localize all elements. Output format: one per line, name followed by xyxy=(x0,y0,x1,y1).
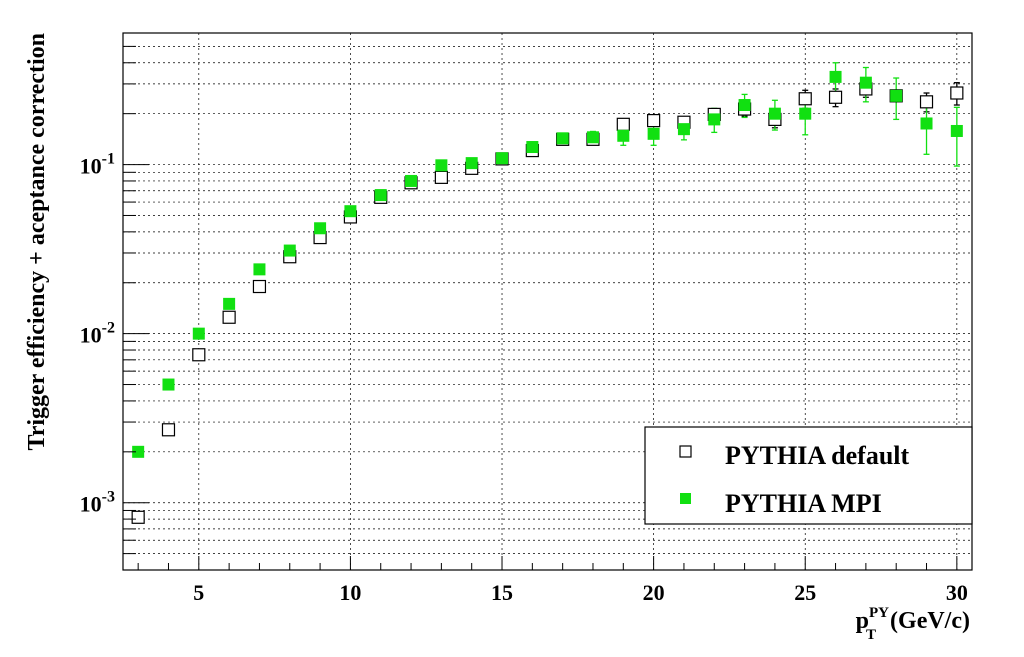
x-tick-label: 10 xyxy=(339,580,361,605)
data-point-default xyxy=(616,117,630,131)
data-point-default xyxy=(798,92,812,106)
x-tick-label: 20 xyxy=(643,580,665,605)
axis-ticks xyxy=(123,45,958,571)
data-point-mpi xyxy=(890,89,903,102)
legend: PYTHIA default PYTHIA MPI xyxy=(644,426,973,525)
data-point-default xyxy=(434,170,448,184)
data-point-mpi xyxy=(435,159,448,172)
data-point-mpi xyxy=(314,222,327,235)
data-point-mpi xyxy=(283,244,296,257)
data-point-mpi xyxy=(738,99,751,112)
data-point-mpi xyxy=(920,117,933,130)
x-tick-label: 30 xyxy=(946,580,968,605)
data-point-mpi xyxy=(799,107,812,120)
data-points xyxy=(131,70,964,524)
data-point-mpi xyxy=(617,129,630,142)
data-point-default xyxy=(192,348,206,362)
x-axis-symbol: p xyxy=(856,608,869,634)
data-point-mpi xyxy=(586,131,599,144)
data-point-mpi xyxy=(132,445,145,458)
data-point-mpi xyxy=(405,174,418,187)
data-point-mpi xyxy=(253,263,266,276)
data-point-mpi xyxy=(647,127,660,140)
data-point-default xyxy=(161,423,176,437)
data-point-mpi xyxy=(162,378,175,391)
y-axis-title: Trigger efficiency + aceptance correctio… xyxy=(24,33,50,451)
x-axis-subscript: T xyxy=(866,627,876,643)
data-point-mpi xyxy=(526,141,539,154)
legend-marker-open-square xyxy=(679,445,692,458)
data-point-mpi xyxy=(465,157,478,170)
data-point-default xyxy=(222,310,236,324)
data-point-mpi xyxy=(708,113,721,126)
data-point-mpi xyxy=(950,124,963,137)
legend-marker-filled-square xyxy=(680,493,691,504)
data-point-mpi xyxy=(859,76,872,89)
data-point-default xyxy=(131,510,145,524)
y-tick-label: 10-3 xyxy=(80,489,115,517)
data-point-mpi xyxy=(374,189,387,202)
data-point-mpi xyxy=(344,205,357,218)
legend-label-pythia-default: PYTHIA default xyxy=(725,441,910,470)
x-axis-title: pPY T (GeV/c) xyxy=(856,605,970,643)
tick-labels: 5 10 15 20 25 30 10-3 10-2 10-1 xyxy=(80,151,968,605)
data-point-mpi xyxy=(677,123,690,136)
data-point-mpi xyxy=(192,327,205,340)
legend-label-pythia-mpi: PYTHIA MPI xyxy=(725,489,882,518)
x-tick-label: 15 xyxy=(491,580,513,605)
x-axis-unit: (GeV/c) xyxy=(890,608,970,634)
data-point-default xyxy=(919,95,934,109)
x-tick-label: 25 xyxy=(794,580,816,605)
data-point-mpi xyxy=(829,70,842,83)
y-tick-label: 10-1 xyxy=(80,151,115,179)
data-point-mpi xyxy=(496,152,509,165)
data-point-default xyxy=(828,90,843,104)
data-point-default xyxy=(252,279,267,294)
x-tick-label: 5 xyxy=(193,580,204,605)
data-point-default xyxy=(950,86,964,100)
data-point-mpi xyxy=(768,107,781,120)
data-point-mpi xyxy=(556,132,569,145)
plot-frame xyxy=(122,32,973,571)
y-tick-label: 10-2 xyxy=(80,320,115,348)
x-axis-superscript: PY xyxy=(869,605,889,621)
data-point-default xyxy=(647,113,661,128)
legend-box xyxy=(644,426,973,525)
data-point-mpi xyxy=(223,297,236,310)
